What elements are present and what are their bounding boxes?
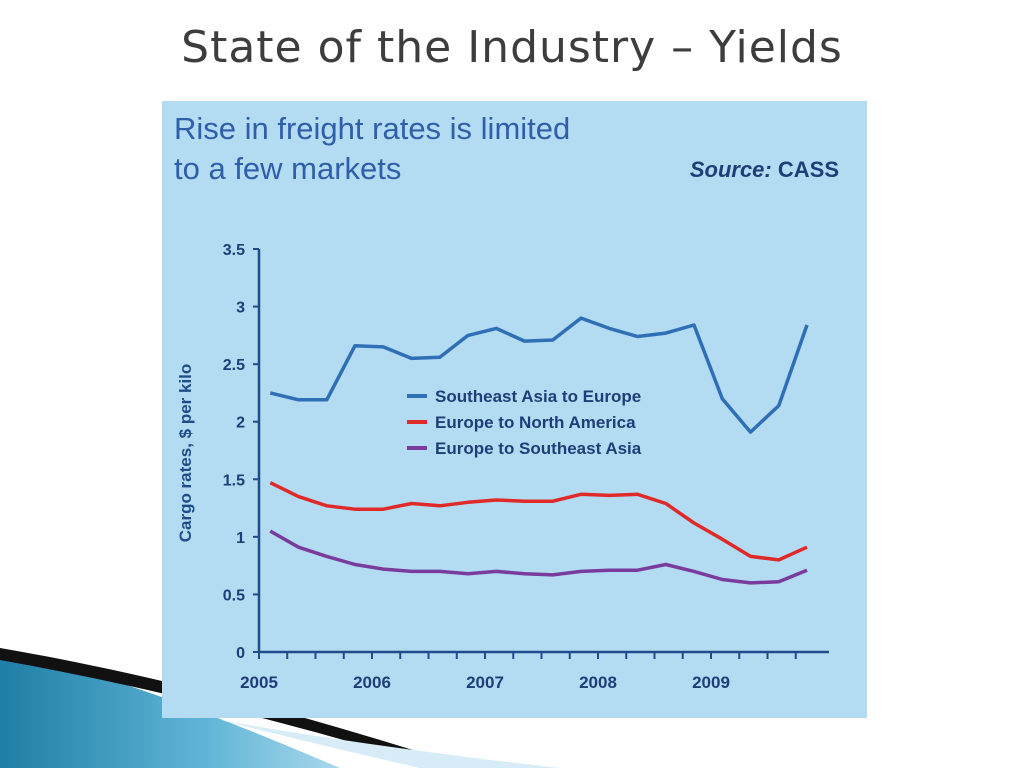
x-tick-label: 2007 <box>466 673 504 692</box>
chart-heading-line2: to a few markets <box>174 151 402 186</box>
y-tick-label: 1.5 <box>223 472 245 489</box>
source-note: Source: CASS <box>690 157 839 183</box>
slide-title: State of the Industry – Yields <box>181 22 843 73</box>
series-line-1 <box>269 316 809 434</box>
y-tick-label: 2 <box>236 415 245 432</box>
y-tick-label: 2.5 <box>223 357 245 374</box>
y-tick-label: 1 <box>236 530 245 547</box>
lines-layer <box>269 316 809 585</box>
x-tick-label: 2009 <box>692 673 730 692</box>
y-tick-label: 3.5 <box>223 242 245 259</box>
source-value: CASS <box>777 157 839 182</box>
x-tick-label: 2006 <box>353 673 391 692</box>
y-tick-label: 0 <box>236 645 245 662</box>
source-label: Source: <box>689 157 772 182</box>
legend: Southeast Asia to Europe Europe to North … <box>407 387 642 458</box>
series-line-3 <box>269 529 808 585</box>
y-tick-label: 3 <box>236 300 245 317</box>
x-tick-label: 2008 <box>579 673 617 692</box>
axes-layer: 0 0.5 1 1.5 2 2.5 3 3.5 2005 2006 2007 2008 2009 <box>223 242 829 692</box>
chart-panel: Rise in freight rates is limited to a fe… <box>162 101 867 718</box>
chart-heading-line1: Rise in freight rates is limited <box>174 111 571 146</box>
line-chart: 0 0.5 1 1.5 2 2.5 3 3.5 2005 2006 2007 2008 2009 Sou… <box>176 242 829 692</box>
legend-label: Europe to North America <box>435 413 636 432</box>
legend-label: Europe to Southeast Asia <box>435 439 642 458</box>
series-line-2 <box>269 481 808 562</box>
x-tick-label: 2005 <box>240 673 278 692</box>
y-axis-label: Cargo rates, $ per kilo <box>176 364 195 543</box>
swoosh-light <box>220 720 560 768</box>
legend-label: Southeast Asia to Europe <box>435 387 641 406</box>
y-tick-label: 0.5 <box>223 587 245 604</box>
chart-heading: Rise in freight rates is limited to a fe… <box>174 109 694 189</box>
